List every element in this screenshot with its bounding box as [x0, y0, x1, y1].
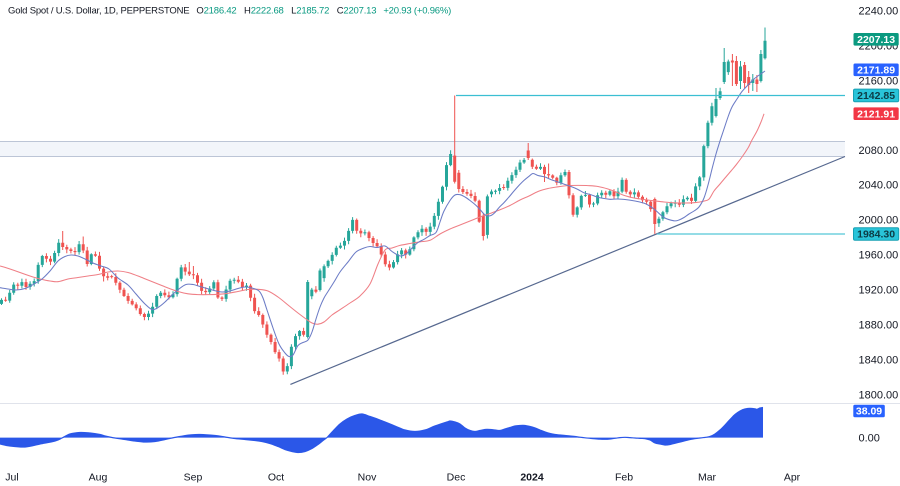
- svg-text:2040.00: 2040.00: [859, 180, 899, 192]
- svg-text:2207.13: 2207.13: [857, 34, 895, 46]
- svg-text:1800.00: 1800.00: [859, 389, 899, 401]
- svg-text:1984.30: 1984.30: [857, 229, 895, 241]
- svg-text:Aug: Aug: [89, 472, 108, 484]
- svg-text:2000.00: 2000.00: [859, 215, 899, 227]
- svg-text:1880.00: 1880.00: [859, 320, 899, 332]
- svg-text:1920.00: 1920.00: [859, 285, 899, 297]
- svg-text:Apr: Apr: [784, 472, 801, 484]
- svg-text:2240.00: 2240.00: [859, 5, 899, 17]
- svg-text:Gold Spot / U.S. Dollar, 1D, P: Gold Spot / U.S. Dollar, 1D, PEPPERSTONE…: [8, 6, 451, 17]
- svg-text:2142.85: 2142.85: [857, 90, 895, 102]
- svg-text:2160.00: 2160.00: [859, 75, 899, 87]
- svg-text:2024: 2024: [520, 472, 544, 484]
- svg-text:2121.91: 2121.91: [857, 108, 895, 120]
- svg-text:Dec: Dec: [447, 472, 466, 484]
- svg-text:1840.00: 1840.00: [859, 355, 899, 367]
- svg-text:Oct: Oct: [268, 472, 284, 484]
- svg-text:2171.89: 2171.89: [857, 64, 895, 76]
- svg-text:Sep: Sep: [184, 472, 203, 484]
- svg-text:Jul: Jul: [5, 472, 18, 484]
- svg-text:38.09: 38.09: [856, 406, 882, 418]
- svg-text:Feb: Feb: [615, 472, 633, 484]
- svg-text:0.00: 0.00: [859, 432, 880, 444]
- svg-text:2080.00: 2080.00: [859, 145, 899, 157]
- svg-text:Mar: Mar: [698, 472, 717, 484]
- svg-text:1960.00: 1960.00: [859, 250, 899, 262]
- svg-text:Nov: Nov: [358, 472, 377, 484]
